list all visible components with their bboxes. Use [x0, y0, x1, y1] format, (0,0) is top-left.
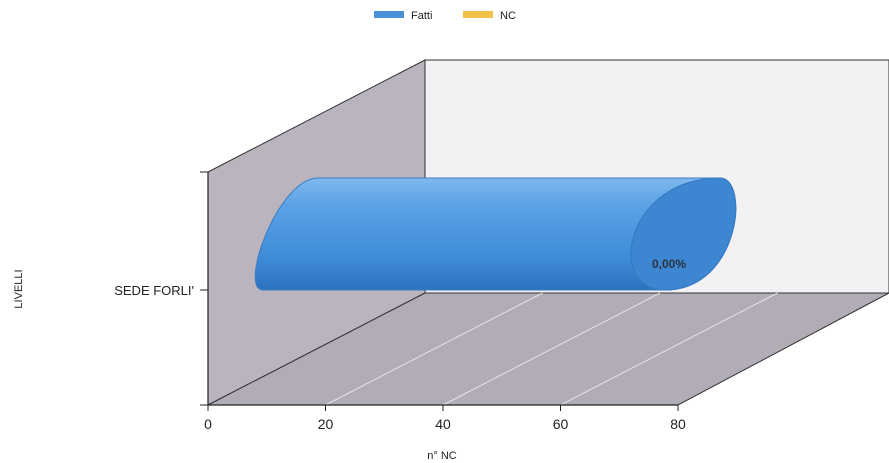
x-tick-label: 60	[553, 416, 569, 432]
category-label: SEDE FORLI'	[114, 283, 194, 298]
x-tick-label: 0	[204, 416, 212, 432]
y-axis-title: LIVELLI	[13, 269, 25, 308]
legend: Fatti NC	[374, 10, 516, 22]
bars	[254, 177, 737, 291]
x-axis-ticks: 0 20 40 60 80	[204, 405, 686, 432]
floor-grid-line	[442, 292, 661, 406]
floor-grid-line	[325, 292, 543, 406]
legend-swatch-nc	[463, 11, 493, 18]
x-axis-title: n° NC	[427, 450, 457, 462]
x-tick-label: 80	[670, 416, 686, 432]
data-label: 0,00%	[652, 257, 686, 271]
floor-grid	[325, 292, 778, 406]
x-tick-label: 20	[318, 416, 334, 432]
legend-label-nc: NC	[500, 10, 516, 22]
floor-grid-line	[560, 292, 778, 406]
legend-label-fatti: Fatti	[411, 10, 432, 22]
legend-swatch-fatti	[374, 11, 404, 18]
bar-fatti-end-cap	[630, 177, 737, 291]
x-tick-label: 40	[435, 416, 451, 432]
